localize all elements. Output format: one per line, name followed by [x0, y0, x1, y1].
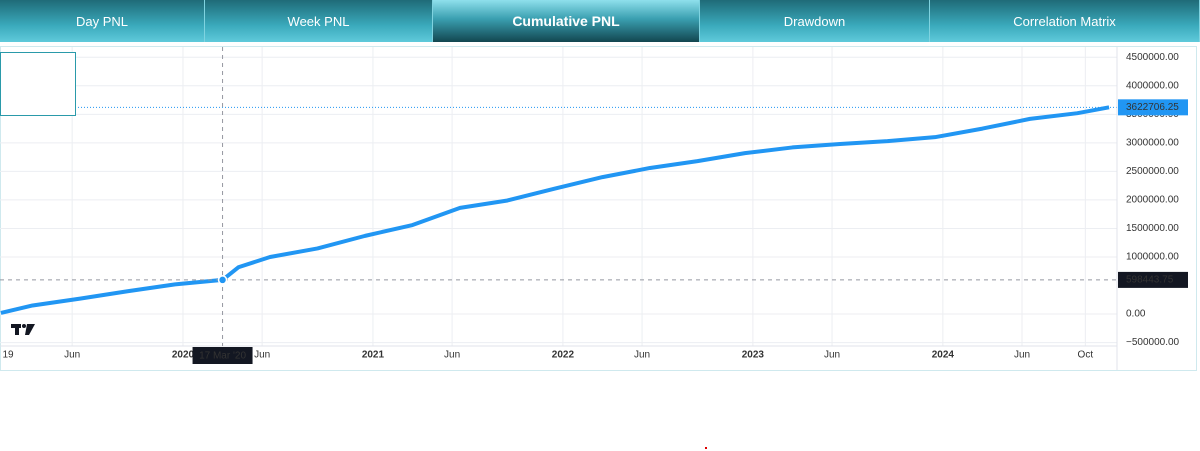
tab-bar: Day PNL Week PNL Cumulative PNL Drawdown Cor… — [0, 0, 1200, 42]
stray-dot — [705, 447, 707, 449]
crosshair-price-label: 598443.75 — [1126, 275, 1174, 286]
y-tick-label: 0.00 — [1126, 309, 1146, 320]
x-tick-label: Jun — [634, 350, 650, 361]
y-tick-label: 4000000.00 — [1126, 80, 1179, 91]
tab[interactable]: Correlation Matrix — [930, 0, 1200, 42]
chart-frame — [0, 46, 1197, 371]
overlay-box — [0, 52, 76, 116]
x-tick-label: Oct — [1078, 350, 1094, 361]
x-tick-label: Jun — [1014, 350, 1030, 361]
x-tick-label: Jun — [64, 350, 80, 361]
x-tick-label: 2023 — [742, 350, 765, 361]
x-tick-label: Jun — [254, 350, 270, 361]
tab[interactable]: Week PNL — [205, 0, 433, 42]
tv-logo — [11, 324, 35, 335]
series-line — [0, 105, 1110, 315]
y-tick-label: 1500000.00 — [1126, 223, 1179, 234]
y-tick-label: 2500000.00 — [1126, 166, 1179, 177]
plot-area — [0, 47, 1117, 346]
crosshair-time-box — [192, 347, 253, 364]
y-tick-label: −500000.00 — [1126, 337, 1180, 348]
tab[interactable]: Cumulative PNL — [433, 0, 700, 42]
x-tick-label: 2022 — [552, 350, 575, 361]
last-price-box — [1118, 99, 1188, 116]
y-tick-label: 2000000.00 — [1126, 195, 1179, 206]
y-tick-label: 3000000.00 — [1126, 138, 1179, 149]
last-price-label: 3622706.25 — [1126, 102, 1179, 113]
crosshair-point — [217, 275, 228, 285]
x-tick-label: Jun — [824, 350, 840, 361]
x-tick-label: Jun — [444, 350, 460, 361]
tab[interactable]: Drawdown — [700, 0, 930, 42]
x-tick-label: 2020 — [172, 350, 195, 361]
x-tick-label: 19 — [2, 350, 14, 361]
x-tick-label: 2021 — [362, 350, 385, 361]
x-tick-label: 2024 — [932, 350, 955, 361]
y-tick-label: 1000000.00 — [1126, 252, 1179, 263]
crosshair-price-box — [1118, 271, 1188, 288]
tab[interactable]: Day PNL — [0, 0, 205, 42]
crosshair-time-label: 17 Mar '20 — [199, 351, 246, 362]
y-tick-label: 4500000.00 — [1126, 52, 1179, 63]
